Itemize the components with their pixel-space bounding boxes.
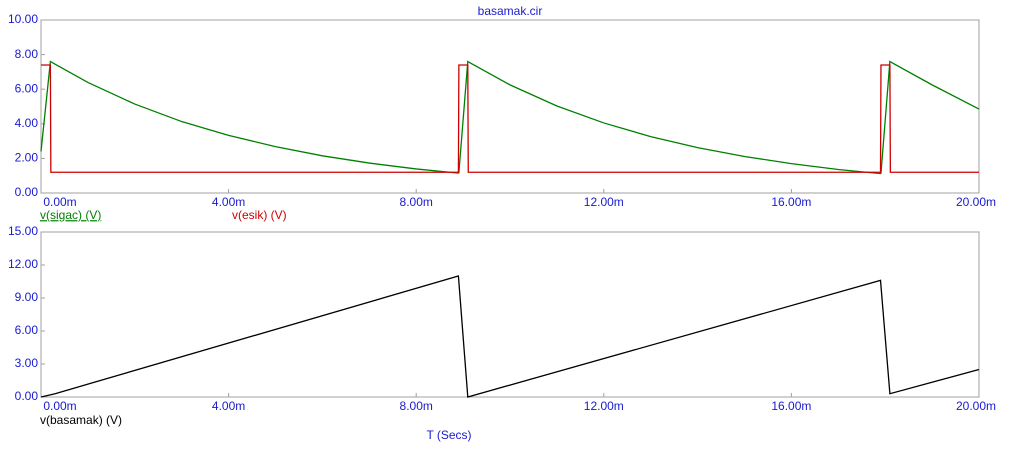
y-tick-label: 6.00 xyxy=(15,81,39,95)
y-tick-label: 8.00 xyxy=(15,47,39,61)
legend-entry: v(sigac) (V) xyxy=(40,208,101,222)
plot-frame xyxy=(40,19,980,194)
y-tick-label: 2.00 xyxy=(15,151,39,165)
x-tick-label: 16.00m xyxy=(771,399,811,413)
x-tick-label: 12.00m xyxy=(584,195,624,209)
x-tick-label: 0.00m xyxy=(43,399,76,413)
y-tick-label: 3.00 xyxy=(15,356,39,370)
x-tick-label: 8.00m xyxy=(400,195,433,209)
y-tick-label: 10.00 xyxy=(8,12,38,26)
x-tick-label: 4.00m xyxy=(212,399,245,413)
x-tick-label: 4.00m xyxy=(212,195,245,209)
y-tick-label: 12.00 xyxy=(8,257,38,271)
x-tick-label: 20.00m xyxy=(956,399,996,413)
series-line xyxy=(40,275,980,398)
x-axis-label: T (Secs) xyxy=(426,428,471,442)
chart-title: basamak.cir xyxy=(478,4,543,18)
legend-entry: v(basamak) (V) xyxy=(40,413,122,427)
y-tick-label: 0.00 xyxy=(15,185,39,199)
y-tick-label: 9.00 xyxy=(15,290,39,304)
y-tick-label: 15.00 xyxy=(8,224,38,238)
x-tick-label: 20.00m xyxy=(956,195,996,209)
plot-frame xyxy=(40,231,980,398)
x-tick-label: 0.00m xyxy=(43,195,76,209)
y-tick-label: 6.00 xyxy=(15,323,39,337)
y-tick-label: 0.00 xyxy=(15,389,39,403)
y-tick-label: 4.00 xyxy=(15,116,39,130)
legend-entry: v(esik) (V) xyxy=(232,208,287,222)
x-tick-label: 12.00m xyxy=(584,399,624,413)
x-tick-label: 16.00m xyxy=(771,195,811,209)
series-line xyxy=(40,60,980,175)
series-line xyxy=(41,64,979,173)
x-tick-label: 8.00m xyxy=(400,399,433,413)
